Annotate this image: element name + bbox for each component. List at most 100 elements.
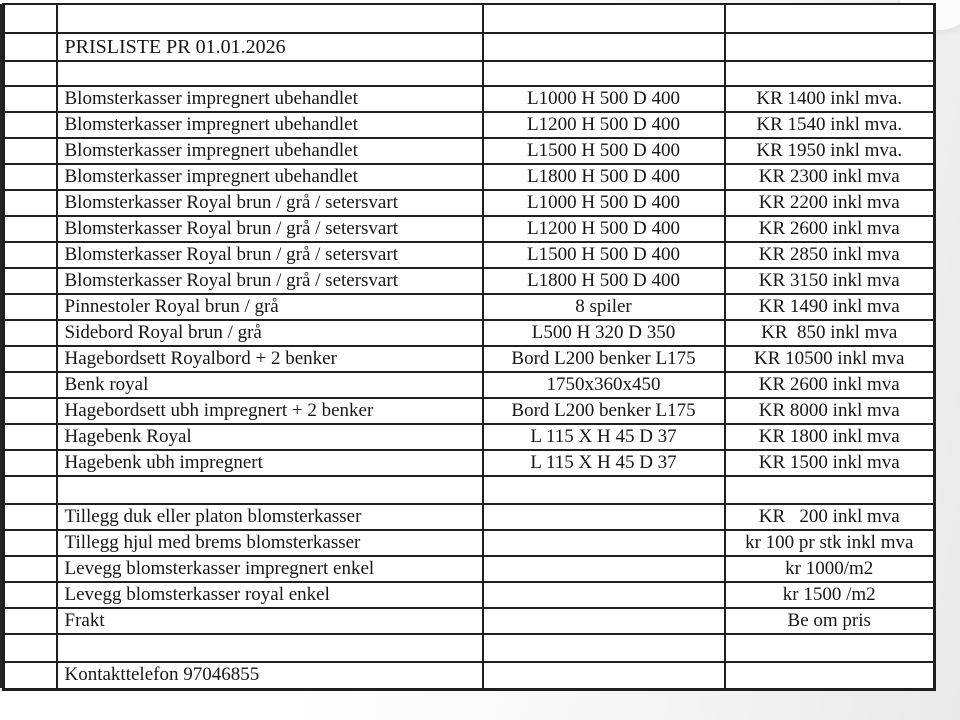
description-cell: Sidebord Royal brun / grå [55,319,484,347]
table-row: Blomsterkasser Royal brun / grå / seters… [2,215,936,243]
description-cell: Levegg blomsterkasser impregnert enkel [55,555,484,583]
index-cell [2,661,58,690]
price-cell: Be om pris [723,607,936,635]
index-cell [2,371,58,399]
price-cell [723,633,936,663]
dimensions-cell [481,633,726,663]
index-cell [2,3,58,34]
price-cell: KR 1490 inkl mva [723,293,936,321]
dimensions-cell [481,60,726,87]
index-cell [2,503,58,531]
index-cell [2,163,58,191]
table-row: Hagebordsett Royalbord + 2 benker Bord L2… [2,345,936,373]
table-row: Sidebord Royal brun / grå L500 H 320 D 35… [2,319,936,347]
price-cell: KR 1950 inkl mva. [723,137,936,165]
table-row: Blomsterkasser impregnert ubehandlet L150… [2,137,936,165]
index-cell [2,215,58,243]
price-cell: KR 2300 inkl mva [723,163,936,191]
price-cell [723,3,936,34]
description-cell: Benk royal [55,371,484,399]
dimensions-cell: L1500 H 500 D 400 [481,241,726,269]
index-cell [2,423,58,451]
table-row: Hagebenk Royal L 115 X H 45 D 37 KR 1800 i… [2,423,936,451]
table-row: Tillegg duk eller platon blomsterkasser K… [2,503,936,531]
description-cell: Blomsterkasser impregnert ubehandlet [55,111,484,139]
table-row [2,633,936,663]
table-row: Benk royal 1750x360x450 KR 2600 inkl mva [2,371,936,399]
dimensions-cell [481,581,726,609]
table-row: Blomsterkasser Royal brun / grå / seters… [2,241,936,269]
index-cell [2,137,58,165]
description-cell [55,60,484,87]
description-cell: Blomsterkasser Royal brun / grå / seters… [55,189,484,217]
price-cell: KR 2850 inkl mva [723,241,936,269]
index-cell [2,345,58,373]
index-cell [2,449,58,477]
index-cell [2,475,58,505]
dimensions-cell [481,607,726,635]
table-row: Tillegg hjul med brems blomsterkasser kr … [2,529,936,557]
table-row: Blomsterkasser impregnert ubehandlet L100… [2,85,936,113]
price-table-body: PRISLISTE PR 01.01.2026 Blomsterkasser im… [2,3,936,690]
table-row: Pinnestoler Royal brun / grå 8 spiler KR 1… [2,293,936,321]
dimensions-cell [481,503,726,531]
description-cell: Frakt [55,607,484,635]
table-row: PRISLISTE PR 01.01.2026 [2,32,936,62]
dimensions-cell: 8 spiler [481,293,726,321]
table-row: Levegg blomsterkasser royal enkel kr 1500… [2,581,936,609]
description-cell: Hagebordsett ubh impregnert + 2 benker [55,397,484,425]
price-cell [723,475,936,505]
price-cell: KR 200 inkl mva [723,503,936,531]
dimensions-cell: 1750x360x450 [481,371,726,399]
dimensions-cell: L1800 H 500 D 400 [481,163,726,191]
page-title: PRISLISTE PR 01.01.2026 [55,32,484,62]
price-cell: KR 1400 inkl mva. [723,85,936,113]
dimensions-cell: L 115 X H 45 D 37 [481,423,726,451]
description-cell [55,3,484,34]
description-cell: Blomsterkasser impregnert ubehandlet [55,85,484,113]
table-row: Blomsterkasser impregnert ubehandlet L120… [2,111,936,139]
index-cell [2,607,58,635]
description-cell: Hagebordsett Royalbord + 2 benker [55,345,484,373]
table-row [2,60,936,87]
price-cell: kr 1000/m2 [723,555,936,583]
description-cell: Pinnestoler Royal brun / grå [55,293,484,321]
description-cell: Blomsterkasser Royal brun / grå / seters… [55,267,484,295]
price-cell: KR 2200 inkl mva [723,189,936,217]
table-row: Levegg blomsterkasser impregnert enkel kr… [2,555,936,583]
price-cell: KR 1540 inkl mva. [723,111,936,139]
table-row: Blomsterkasser Royal brun / grå / seters… [2,267,936,295]
table-row: Blomsterkasser impregnert ubehandlet L180… [2,163,936,191]
price-cell: KR 3150 inkl mva [723,267,936,295]
index-cell [2,189,58,217]
dimensions-cell: L1500 H 500 D 400 [481,137,726,165]
index-cell [2,397,58,425]
dimensions-cell: L1800 H 500 D 400 [481,267,726,295]
price-table: PRISLISTE PR 01.01.2026 Blomsterkasser im… [2,3,936,691]
dimensions-cell: L500 H 320 D 350 [481,319,726,347]
description-cell: Levegg blomsterkasser royal enkel [55,581,484,609]
table-row [2,475,936,505]
price-cell [723,32,936,62]
index-cell [2,241,58,269]
description-cell: Blomsterkasser Royal brun / grå / seters… [55,241,484,269]
index-cell [2,319,58,347]
description-cell: Hagebenk ubh impregnert [55,449,484,477]
description-cell [55,475,484,505]
index-cell [2,85,58,113]
price-cell: KR 10500 inkl mva [723,345,936,373]
dimensions-cell: Bord L200 benker L175 [481,397,726,425]
price-cell: KR 2600 inkl mva [723,215,936,243]
table-row: Kontakttelefon 97046855 [2,661,936,690]
dimensions-cell [481,529,726,557]
index-cell [2,32,58,62]
dimensions-cell: L1000 H 500 D 400 [481,189,726,217]
description-cell: Kontakttelefon 97046855 [55,661,484,690]
price-cell: KR 850 inkl mva [723,319,936,347]
description-cell: Blomsterkasser Royal brun / grå / seters… [55,215,484,243]
dimensions-cell [481,555,726,583]
index-cell [2,581,58,609]
table-row: Hagebenk ubh impregnert L 115 X H 45 D 37… [2,449,936,477]
description-cell: Blomsterkasser impregnert ubehandlet [55,137,484,165]
